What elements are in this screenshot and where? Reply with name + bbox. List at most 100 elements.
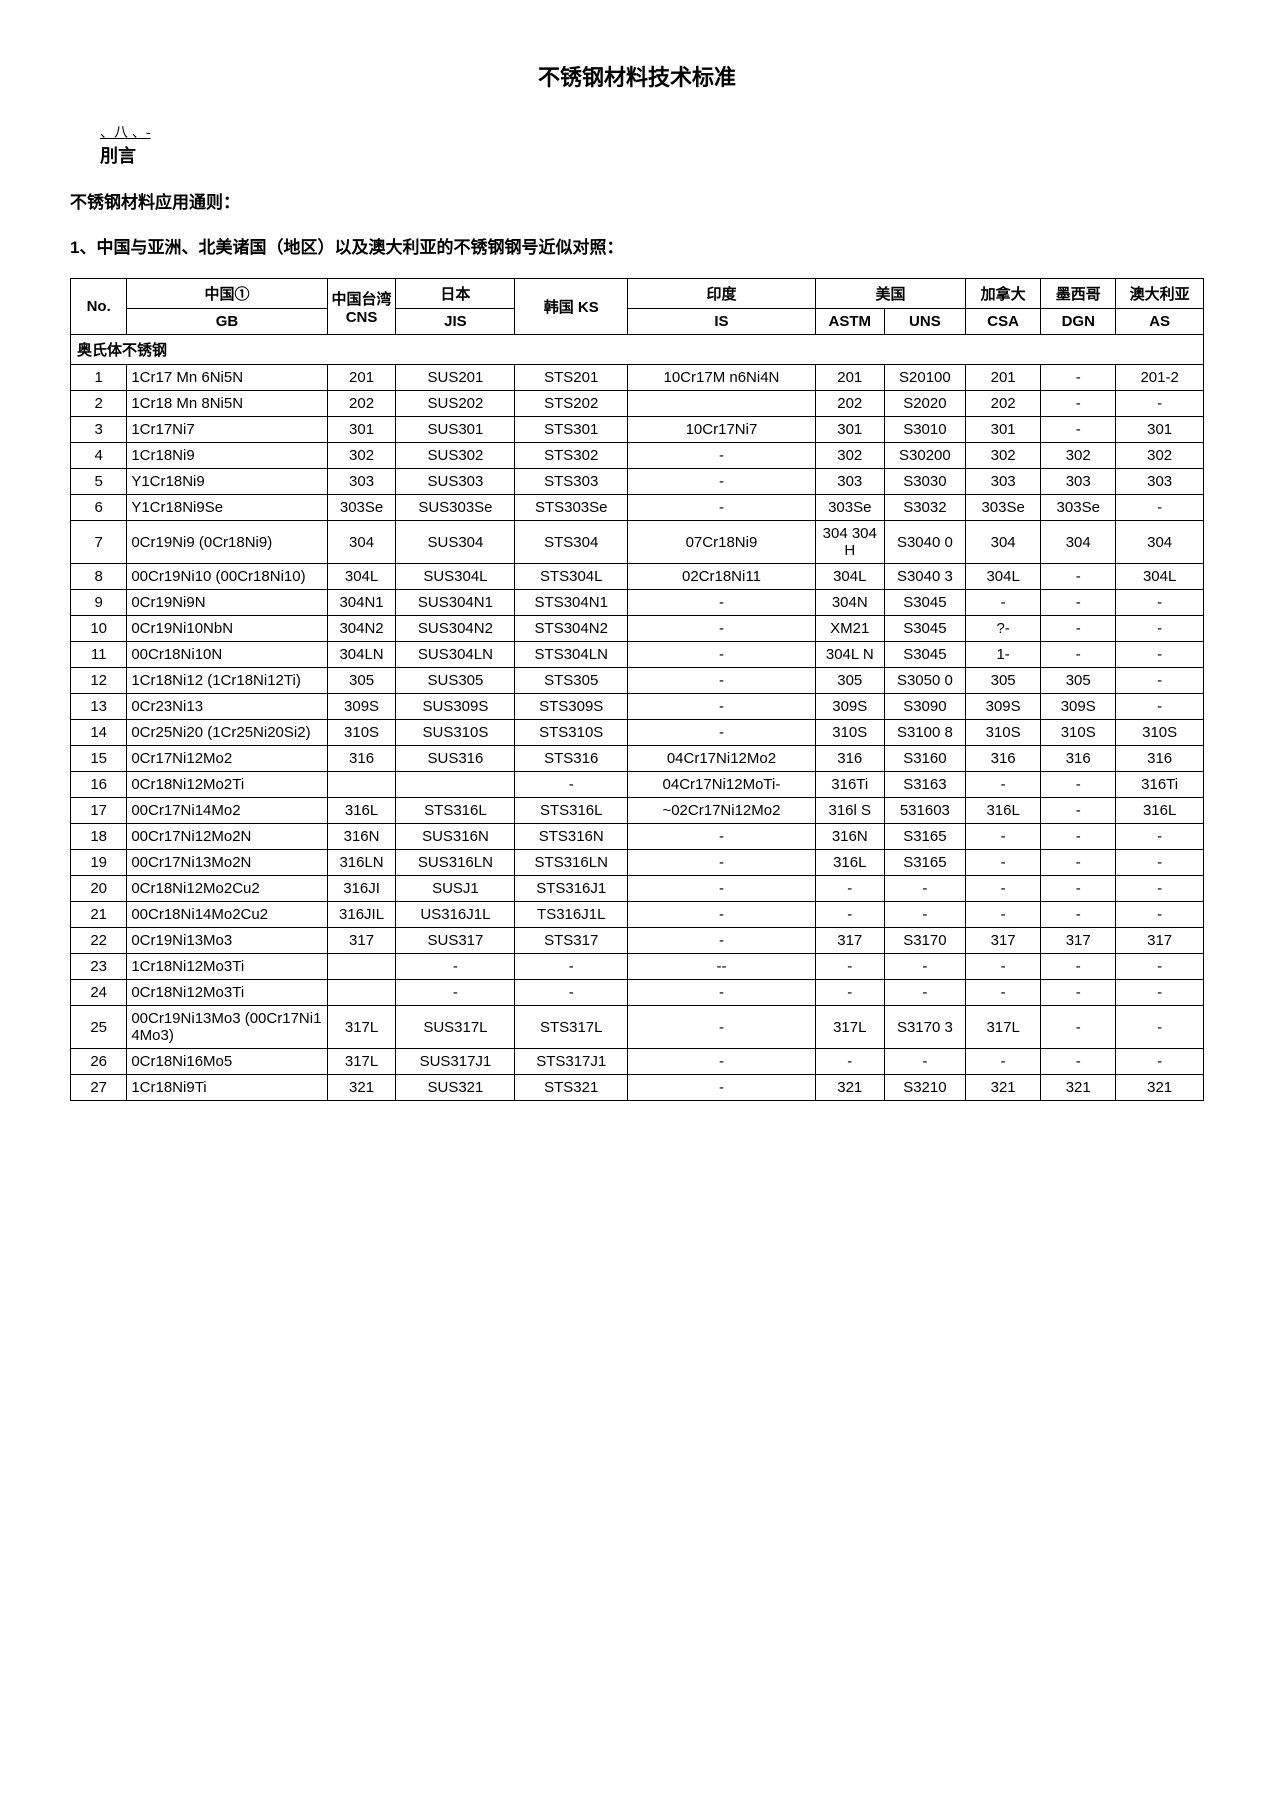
cell-dgn: 303 [1041, 469, 1116, 495]
cell-gb: 0Cr19Ni10NbN [127, 616, 327, 642]
cell-csa: 302 [966, 443, 1041, 469]
cell-ks: STS316 [515, 746, 628, 772]
cell-ks: STS301 [515, 417, 628, 443]
cell-astm: - [815, 980, 884, 1006]
cell-is: -- [628, 954, 816, 980]
th-csa: CSA [966, 309, 1041, 335]
cell-ks: STS304L [515, 564, 628, 590]
cell-dgn: - [1041, 980, 1116, 1006]
cell-no: 26 [71, 1049, 127, 1075]
cell-astm: XM21 [815, 616, 884, 642]
cell-is: - [628, 824, 816, 850]
cell-astm: 303 [815, 469, 884, 495]
table-row: 150Cr17Ni12Mo2316SUS316STS31604Cr17Ni12M… [71, 746, 1204, 772]
cell-no: 3 [71, 417, 127, 443]
cell-jis: - [396, 980, 515, 1006]
cell-csa: 305 [966, 668, 1041, 694]
th-gb: GB [127, 309, 327, 335]
cell-dgn: - [1041, 876, 1116, 902]
cell-gb: 0Cr19Ni9N [127, 590, 327, 616]
table-row: 5Y1Cr18Ni9303SUS303STS303-303S3030303303… [71, 469, 1204, 495]
cell-dgn: 302 [1041, 443, 1116, 469]
cell-dgn: 309S [1041, 694, 1116, 720]
cell-cns: 316JIL [327, 902, 396, 928]
cell-astm: 309S [815, 694, 884, 720]
table-row: 121Cr18Ni12 (1Cr18Ni12Ti)305SUS305STS305… [71, 668, 1204, 694]
cell-astm: 301 [815, 417, 884, 443]
cell-cns: 304LN [327, 642, 396, 668]
cell-uns: S3090 [884, 694, 965, 720]
cell-as: 317 [1116, 928, 1204, 954]
table-row: 1900Cr17Ni13Mo2N316LNSUS316LNSTS316LN-31… [71, 850, 1204, 876]
cell-ks: STS304 [515, 521, 628, 564]
table-row: 21Cr18 Mn 8Ni5N202SUS202STS202202S202020… [71, 391, 1204, 417]
cell-no: 10 [71, 616, 127, 642]
cell-gb: 00Cr17Ni12Mo2N [127, 824, 327, 850]
cell-ks: STS310S [515, 720, 628, 746]
cell-csa: 317 [966, 928, 1041, 954]
cell-gb: 0Cr18Ni12Mo2Ti [127, 772, 327, 798]
cell-as: - [1116, 642, 1204, 668]
cell-uns: - [884, 980, 965, 1006]
cell-gb: Y1Cr18Ni9 [127, 469, 327, 495]
cell-uns: S3210 [884, 1075, 965, 1101]
cell-astm: - [815, 954, 884, 980]
cell-dgn: - [1041, 590, 1116, 616]
cell-uns: - [884, 902, 965, 928]
th-is: IS [628, 309, 816, 335]
th-au: 澳大利亚 [1116, 279, 1204, 309]
cell-jis: SUS317 [396, 928, 515, 954]
cell-ks: STS304N1 [515, 590, 628, 616]
section-label: 奥氏体不锈钢 [71, 335, 1204, 365]
table-row: 2500Cr19Ni13Mo3 (00Cr17Ni14Mo3)317LSUS31… [71, 1006, 1204, 1049]
document-title: 不锈钢材料技术标准 [70, 60, 1204, 92]
cell-no: 9 [71, 590, 127, 616]
cell-uns: S3010 [884, 417, 965, 443]
table-row: 90Cr19Ni9N304N1SUS304N1STS304N1-304NS304… [71, 590, 1204, 616]
cell-jis: SUS304L [396, 564, 515, 590]
standards-table: No. 中国① 中国台湾 CNS 日本 韩国 KS 印度 美国 加拿大 墨西哥 … [70, 278, 1204, 1101]
cell-cns: 202 [327, 391, 396, 417]
table-row: 160Cr18Ni12Mo2Ti-04Cr17Ni12MoTi-316TiS31… [71, 772, 1204, 798]
cell-uns: S3030 [884, 469, 965, 495]
cell-csa: 321 [966, 1075, 1041, 1101]
cell-as: 321 [1116, 1075, 1204, 1101]
table-row: 200Cr18Ni12Mo2Cu2316JISUSJ1STS316J1-----… [71, 876, 1204, 902]
cell-cns: 310S [327, 720, 396, 746]
cell-no: 25 [71, 1006, 127, 1049]
cell-as: 201-2 [1116, 365, 1204, 391]
cell-no: 4 [71, 443, 127, 469]
cell-jis: SUS202 [396, 391, 515, 417]
cell-cns: 304 [327, 521, 396, 564]
cell-no: 12 [71, 668, 127, 694]
cell-uns: S3045 [884, 616, 965, 642]
cell-ks: STS316L [515, 798, 628, 824]
table-row: 1800Cr17Ni12Mo2N316NSUS316NSTS316N-316NS… [71, 824, 1204, 850]
cell-gb: 00Cr17Ni14Mo2 [127, 798, 327, 824]
table-row: 271Cr18Ni9Ti321SUS321STS321-321S32103213… [71, 1075, 1204, 1101]
cell-as: - [1116, 980, 1204, 1006]
cell-as: - [1116, 1049, 1204, 1075]
cell-is: - [628, 928, 816, 954]
cell-uns: - [884, 1049, 965, 1075]
cell-cns: 309S [327, 694, 396, 720]
cell-cns: 201 [327, 365, 396, 391]
cell-cns: 305 [327, 668, 396, 694]
cell-no: 16 [71, 772, 127, 798]
th-us: 美国 [815, 279, 965, 309]
cell-csa: - [966, 590, 1041, 616]
table-row: 240Cr18Ni12Mo3Ti-------- [71, 980, 1204, 1006]
cell-cns: 316JI [327, 876, 396, 902]
cell-astm: 304L [815, 564, 884, 590]
cell-astm: 305 [815, 668, 884, 694]
th-china: 中国① [127, 279, 327, 309]
cell-csa: 202 [966, 391, 1041, 417]
cell-as: - [1116, 1006, 1204, 1049]
table-row: 2100Cr18Ni14Mo2Cu2316JILUS316J1LTS316J1L… [71, 902, 1204, 928]
cell-as: - [1116, 694, 1204, 720]
th-astm: ASTM [815, 309, 884, 335]
cell-is: - [628, 616, 816, 642]
cell-ks: STS316LN [515, 850, 628, 876]
cell-dgn: - [1041, 954, 1116, 980]
cell-cns: 304N1 [327, 590, 396, 616]
